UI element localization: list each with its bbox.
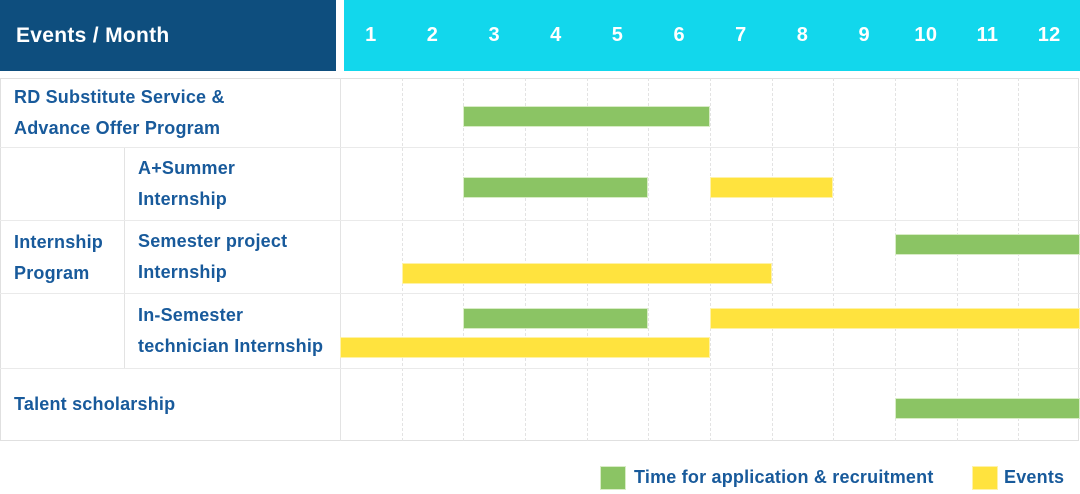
row-divider (0, 368, 1080, 369)
legend-label-application: Time for application & recruitment (634, 466, 934, 487)
month-header-cell-6: 6 (673, 24, 685, 46)
events-month-header-label: Events / Month (16, 23, 170, 47)
month-header-cell-1: 1 (365, 24, 377, 46)
month-header-cell-12: 12 (1037, 24, 1061, 46)
month-header-band (344, 0, 1080, 71)
row-label-semester-project-internship-line: Semester project (138, 230, 288, 251)
month-header-cell-4: 4 (550, 24, 562, 46)
row-label-semester-project-internship-line: Internship (138, 261, 228, 282)
month-header-cell-3: 3 (488, 24, 500, 46)
month-gridline (401, 78, 403, 441)
legend-swatch-application (600, 466, 626, 490)
gantt-grid-frame (0, 78, 1079, 441)
gantt-bar-application-rd-substitute-service (463, 106, 710, 127)
group-label-internship-program-line: Internship (14, 231, 104, 252)
events-month-header-cell: Events / Month (0, 0, 336, 71)
month-header-cell-10: 10 (914, 24, 938, 46)
row-label-in-semester-technician-internship-line: In-Semester (138, 304, 244, 325)
gantt-bar-application-in-semester-technician-internship (463, 307, 649, 329)
month-gridline (648, 78, 650, 441)
month-header-cell-7: 7 (735, 24, 747, 46)
month-gridline (586, 78, 588, 441)
row-label-rd-substitute-service-line: Advance Offer Program (14, 117, 221, 138)
row-label-in-semester-technician-internship-line: technician Internship (138, 335, 324, 356)
month-gridline (833, 78, 835, 441)
group-label-internship-program-line: Program (14, 262, 90, 283)
legend-label-event: Events (1004, 466, 1065, 487)
row-label-semester-project-internship: Semester project Internship (124, 220, 340, 293)
month-gridline (710, 78, 711, 441)
month-header-cell-5: 5 (611, 24, 624, 46)
month-gridline (771, 78, 773, 441)
month-header-cell-8: 8 (796, 24, 809, 46)
month-header-cell-9: 9 (858, 24, 870, 46)
gantt-bar-event-in-semester-technician-internship (340, 336, 710, 358)
gantt-bar-application-semester-project-internship (895, 233, 1080, 255)
row-label-a-plus-summer-internship-line: A+Summer (138, 157, 236, 178)
gantt-bar-application-talent-scholarship (895, 398, 1080, 419)
row-label-in-semester-technician-internship: In-Semester technician Internship (124, 293, 340, 368)
month-header-row: 1 2 3 4 5 6 7 8 9 10 11 12 (340, 0, 1080, 71)
month-gridline (463, 78, 465, 441)
month-gridline (895, 78, 896, 441)
gantt-bar-event-semester-project-internship (401, 262, 772, 284)
month-gridline (956, 78, 958, 441)
gantt-bar-application-a-plus-summer-internship (463, 177, 649, 198)
gantt-bar-event-in-semester-technician-internship (710, 307, 1080, 329)
month-gridline (525, 78, 526, 441)
month-header-cell-11: 11 (976, 24, 999, 46)
gantt-bar-event-a-plus-summer-internship (710, 177, 834, 198)
row-label-talent-scholarship-line: Talent scholarship (14, 394, 176, 414)
month-header-cell-2: 2 (426, 24, 439, 46)
row-divider (0, 293, 1080, 294)
row-label-a-plus-summer-internship-line: Internship (138, 188, 228, 209)
row-divider (0, 147, 1080, 148)
label-chart-divider (340, 78, 341, 441)
month-gridline (1018, 78, 1020, 441)
row-label-talent-scholarship: Talent scholarship (0, 368, 340, 441)
legend-swatch-event (972, 466, 998, 490)
row-divider (0, 220, 1080, 221)
row-label-rd-substitute-service: RD Substitute Service & Advance Offer Pro… (0, 78, 340, 147)
row-label-a-plus-summer-internship: A+Summer Internship (124, 147, 340, 220)
group-sublabel-divider (124, 147, 125, 368)
row-label-rd-substitute-service-line: RD Substitute Service & (14, 86, 225, 107)
group-label-internship-program: Internship Program (0, 147, 124, 368)
